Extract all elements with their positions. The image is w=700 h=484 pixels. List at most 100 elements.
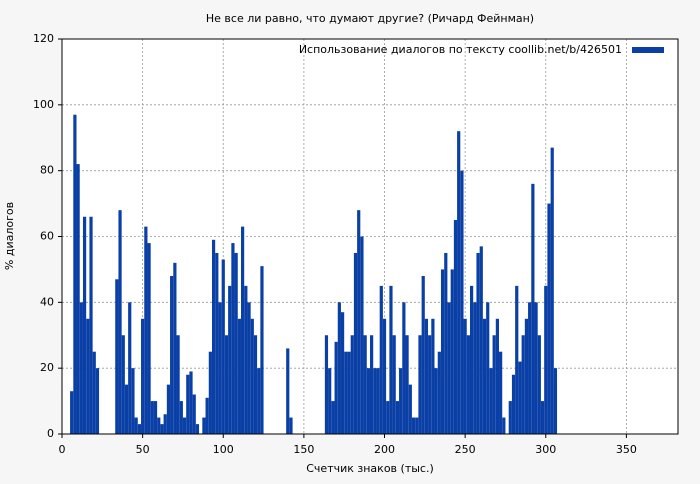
bar — [347, 351, 351, 434]
bar — [89, 216, 93, 434]
bar — [353, 252, 358, 434]
x-tick-label: 100 — [213, 443, 234, 456]
chart-title: Не все ли равно, что думают другие? (Рич… — [206, 12, 534, 25]
bar — [173, 262, 177, 434]
bar — [489, 368, 493, 434]
bar — [360, 236, 364, 434]
bar — [170, 276, 174, 434]
bar — [340, 312, 345, 434]
bar — [160, 424, 164, 434]
x-tick-label: 350 — [616, 443, 637, 456]
bar — [482, 318, 487, 434]
bar — [405, 335, 409, 434]
bar — [428, 335, 432, 434]
bar — [492, 335, 496, 434]
bar — [392, 335, 396, 434]
bar — [382, 318, 387, 434]
bar — [118, 210, 122, 434]
bar — [189, 371, 193, 434]
bar — [444, 252, 448, 434]
bar — [460, 170, 464, 434]
bar — [357, 210, 361, 434]
bar — [231, 243, 235, 434]
bar — [166, 384, 171, 434]
bar — [70, 391, 74, 434]
bar — [434, 368, 438, 434]
bar — [237, 318, 241, 434]
bar — [250, 318, 254, 434]
bar — [150, 401, 154, 434]
bar — [192, 394, 196, 434]
bar — [95, 368, 100, 434]
bar — [550, 147, 554, 434]
x-tick-label: 250 — [455, 443, 476, 456]
bar — [234, 252, 238, 434]
y-axis-label: % диалогов — [3, 202, 16, 270]
y-tick-label: 100 — [33, 98, 54, 111]
bar — [86, 318, 90, 434]
bar — [147, 243, 151, 434]
x-tick-label: 50 — [136, 443, 150, 456]
bar — [350, 335, 354, 434]
x-axis-label: Счетчик знаков (тыс.) — [306, 462, 434, 475]
bar — [257, 368, 261, 434]
bar — [218, 302, 222, 434]
bar — [418, 335, 422, 434]
bar — [395, 401, 400, 434]
y-tick-label: 120 — [33, 32, 54, 45]
bar — [373, 368, 377, 434]
bar — [286, 348, 290, 434]
y-tick-label: 20 — [40, 361, 54, 374]
bar — [124, 384, 129, 434]
bar — [415, 417, 419, 434]
y-tick-label: 80 — [40, 164, 54, 177]
bar — [202, 417, 206, 434]
bar — [379, 285, 383, 434]
bar — [79, 302, 83, 434]
bar — [424, 318, 429, 434]
bar — [244, 285, 248, 434]
bar — [121, 335, 125, 434]
bar — [157, 417, 161, 434]
bar — [128, 302, 132, 434]
bar — [134, 417, 138, 434]
bar — [521, 335, 525, 434]
bar — [179, 401, 183, 434]
bar — [386, 401, 390, 434]
x-tick-label: 200 — [374, 443, 395, 456]
bar — [421, 276, 425, 434]
bar — [447, 302, 451, 434]
y-tick-label: 40 — [40, 295, 54, 308]
bar — [208, 351, 212, 434]
bar — [463, 318, 467, 434]
bar — [537, 335, 541, 434]
bar — [431, 318, 435, 434]
legend-swatch — [632, 47, 664, 53]
bar — [328, 368, 332, 434]
bar — [153, 401, 158, 434]
bar — [253, 335, 258, 434]
bar — [440, 269, 445, 434]
bar — [324, 335, 329, 434]
bar — [411, 417, 416, 434]
bar — [540, 401, 545, 434]
bar — [531, 183, 535, 434]
bar — [469, 285, 474, 434]
bar — [376, 368, 380, 434]
bar — [453, 220, 458, 434]
bar — [524, 318, 529, 434]
bar — [511, 374, 516, 434]
bar — [73, 114, 77, 434]
bar — [344, 351, 348, 434]
bar — [515, 285, 519, 434]
bar — [182, 417, 187, 434]
bar — [508, 401, 512, 434]
bar — [528, 302, 532, 434]
bar — [370, 335, 374, 434]
bar — [476, 252, 480, 434]
bar — [457, 131, 461, 434]
y-tick-label: 0 — [47, 427, 54, 440]
bar — [289, 417, 293, 434]
bar — [366, 368, 370, 434]
